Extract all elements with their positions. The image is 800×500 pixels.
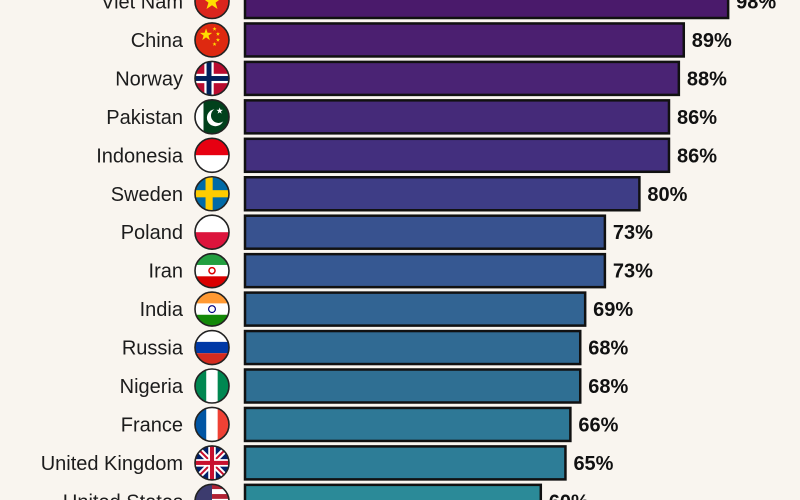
united-states-flag-icon — [195, 484, 229, 500]
category-label: Norway — [115, 68, 183, 90]
bar-row: Poland 73% — [121, 214, 653, 250]
value-label: 73% — [613, 222, 653, 244]
bar — [243, 406, 572, 443]
value-label: 73% — [613, 261, 653, 283]
bar — [243, 214, 607, 250]
bar — [243, 329, 582, 366]
flag-outline — [194, 483, 230, 500]
bar-row: Sweden 80% — [111, 175, 688, 212]
value-label: 60% — [549, 491, 589, 500]
united-kingdom-flag-icon — [195, 445, 229, 480]
bar — [243, 291, 587, 327]
bar-row: India 69% — [140, 291, 633, 327]
value-label: 69% — [593, 299, 633, 321]
bar-row: China 89% — [131, 22, 732, 58]
value-label: 68% — [588, 376, 628, 398]
category-label: Poland — [121, 222, 183, 244]
bar-row: Indonesia 86% — [96, 137, 717, 174]
bar-row: Norway 88% — [115, 60, 727, 97]
sweden-flag-icon — [195, 176, 229, 211]
value-label: 98% — [736, 0, 776, 14]
indonesia-flag-icon — [195, 138, 229, 173]
category-label: France — [121, 414, 183, 436]
bar — [243, 60, 681, 97]
bar — [243, 176, 641, 212]
bar-row: France 66% — [121, 406, 619, 443]
flag-outline — [194, 252, 230, 289]
flag-outline — [194, 329, 230, 366]
category-label: India — [140, 299, 184, 321]
china-flag-icon — [195, 22, 229, 57]
flag-outline — [194, 406, 230, 443]
russia-flag-icon — [195, 330, 229, 365]
category-label: China — [131, 30, 184, 52]
france-flag-icon — [195, 407, 229, 442]
bar-row: Nigeria 68% — [120, 368, 628, 404]
value-label: 66% — [578, 414, 618, 436]
bar-row: Iran 73% — [149, 252, 653, 289]
bar-row: United Kingdom 65% — [41, 445, 614, 481]
vietnam-flag-icon — [195, 0, 229, 19]
bar — [243, 137, 671, 174]
category-label: Russia — [122, 338, 184, 360]
category-label: Iran — [149, 261, 183, 283]
value-label: 68% — [588, 338, 628, 360]
bar-row: Pakistan 86% — [106, 99, 717, 135]
india-flag-icon — [195, 292, 229, 327]
flag-outline — [194, 22, 230, 58]
value-label: 86% — [677, 145, 717, 167]
bar — [243, 368, 582, 404]
flag-outline — [194, 291, 230, 327]
category-label: Pakistan — [106, 107, 183, 129]
iran-flag-icon — [195, 253, 229, 288]
value-label: 80% — [647, 184, 687, 206]
flag-outline — [194, 445, 230, 481]
nigeria-flag-icon — [195, 369, 229, 403]
flag-outline — [194, 368, 230, 404]
value-label: 88% — [687, 68, 727, 90]
bar — [243, 0, 730, 20]
bar — [243, 99, 671, 135]
bar-row: United States 60% — [63, 483, 589, 500]
norway-flag-icon — [195, 61, 229, 96]
category-label: Indonesia — [96, 145, 184, 167]
category-label: Viet Nam — [101, 0, 183, 14]
bar — [243, 483, 543, 500]
value-label: 89% — [692, 30, 732, 52]
poland-flag-icon — [195, 215, 229, 250]
bar — [243, 22, 686, 58]
bar-row: Russia 68% — [122, 329, 628, 366]
flag-outline — [194, 175, 230, 212]
flag-outline — [194, 0, 230, 20]
pakistan-flag-icon — [195, 99, 229, 134]
category-label: Nigeria — [120, 376, 184, 398]
value-label: 65% — [573, 453, 613, 475]
flag-outline — [194, 99, 230, 135]
flag-outline — [194, 60, 230, 97]
flag-outline — [194, 214, 230, 250]
bar — [243, 252, 607, 289]
category-label: Sweden — [111, 184, 183, 206]
value-label: 86% — [677, 107, 717, 129]
flag-outline — [194, 137, 230, 174]
category-label: United States — [63, 491, 183, 500]
bar — [243, 445, 567, 481]
category-label: United Kingdom — [41, 453, 183, 475]
bar-row: Viet Nam 98% — [101, 0, 776, 20]
